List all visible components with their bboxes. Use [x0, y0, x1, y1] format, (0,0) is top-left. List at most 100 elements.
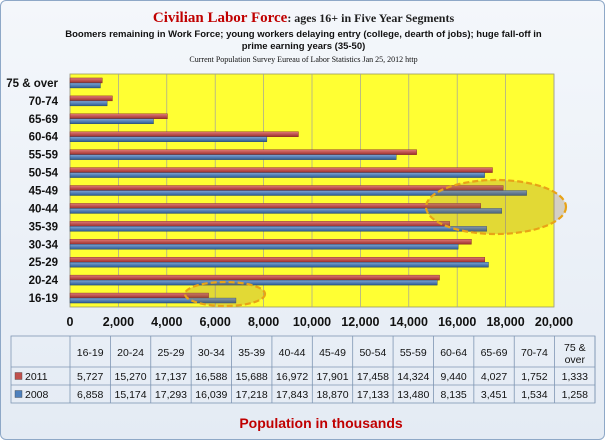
x-tick-label: 16,000 [438, 315, 476, 329]
x-tick-label: 6,000 [200, 315, 231, 329]
bar-2011-65-69 [69, 113, 168, 120]
data-label: 18,870 [316, 389, 348, 401]
chart-title-sub: : ages 16+ in Five Year Segments [287, 11, 455, 25]
data-label: 16,972 [276, 371, 308, 383]
bar-2008-35-39 [69, 226, 487, 232]
data-label: 14,324 [397, 371, 429, 383]
y-tick-label: 55-59 [29, 150, 58, 162]
x-tick-label: 18,000 [486, 315, 524, 329]
y-tick-label: 65-69 [29, 114, 58, 126]
bars [69, 77, 527, 304]
bar-2008-45-49 [69, 190, 527, 196]
table-header-cell: 20-24 [117, 347, 144, 359]
y-tick-label: 70-74 [29, 96, 59, 108]
bar-2008-70-74 [69, 100, 108, 107]
y-tick-label: 20-24 [29, 275, 59, 287]
bar-2011-45-49 [69, 185, 504, 191]
data-label: 3,451 [481, 389, 507, 401]
table-header-cell: 40-44 [279, 347, 306, 359]
data-label: 17,218 [236, 389, 268, 401]
chart-subtitle-line2: prime earning years (35-50) [241, 41, 366, 52]
chart-source: Current Population Survey Eureau of Labo… [189, 55, 418, 64]
data-table: 16-19 20-24 25-29 30-34 35-39 40-44 45-49 50-54… [10, 335, 596, 404]
x-tick-label: 10,000 [293, 315, 331, 329]
bar-2011-20-24 [69, 274, 440, 281]
bar-2011-50-54 [69, 167, 493, 173]
bar-2008-75-over [69, 82, 101, 89]
y-tick-label: 50-54 [29, 168, 59, 180]
data-label: 17,133 [357, 389, 389, 401]
data-label: 1,752 [521, 371, 547, 383]
bar-2011-30-34 [69, 239, 472, 245]
chart-title: Civilian Labor Force: ages 16+ in Five Y… [1, 10, 604, 27]
x-tick-label: 2,000 [103, 315, 134, 329]
table-header-cell: 55-59 [400, 347, 427, 359]
table-header-cell: 35-39 [238, 347, 265, 359]
table-header-cell: 70-74 [521, 347, 548, 359]
table-header-cell: 65-69 [481, 347, 508, 359]
data-label: 5,727 [77, 371, 103, 383]
bar-2008-30-34 [69, 244, 459, 250]
data-label: 4,027 [481, 371, 507, 383]
x-tick-label: 14,000 [390, 315, 428, 329]
y-tick-label: 30-34 [29, 239, 59, 251]
table-header-cell: 25-29 [158, 347, 185, 359]
y-tick-label: 25-29 [29, 257, 58, 269]
data-label: 17,458 [357, 371, 389, 383]
bar-2008-55-59 [69, 154, 397, 160]
x-tick-label: 12,000 [341, 315, 379, 329]
bar-2011-55-59 [69, 149, 417, 155]
data-label: 15,174 [115, 389, 147, 401]
x-axis-title: Population in thousands [239, 415, 403, 431]
y-tick-label: 35-39 [29, 221, 58, 233]
bar-2008-65-69 [69, 118, 154, 125]
chart-subtitle-line1: Boomers remaining in Work Force; young w… [65, 29, 542, 40]
bar-2008-16-19 [69, 297, 237, 304]
data-label: 15,688 [236, 371, 268, 383]
data-label: 1,258 [562, 389, 588, 401]
legend-label-2008: 2008 [25, 389, 49, 401]
data-label: 17,137 [155, 371, 187, 383]
data-label: 9,440 [441, 371, 467, 383]
legend-label-2011: 2011 [25, 371, 48, 383]
data-label: 8,135 [441, 389, 467, 401]
table-header-cell: 75 & [564, 342, 586, 354]
y-axis: 16-19 20-24 25-29 30-34 35-39 40-44 45-49 50-54… [6, 78, 58, 305]
table-header-cell: 60-64 [440, 347, 467, 359]
table-header-cell: 16-19 [77, 347, 104, 359]
highlight-ellipse-16-19 [183, 280, 267, 308]
legend-key-2011 [14, 372, 23, 380]
x-tick-label: 20,000 [535, 315, 573, 329]
x-tick-label: 0 [67, 315, 74, 329]
x-axis: 0 2,000 4,000 6,000 8,000 10,000 12,000 14,000 1… [67, 74, 573, 329]
data-label: 16,039 [195, 389, 227, 401]
y-tick-label: 45-49 [29, 186, 58, 198]
bar-2011-60-64 [69, 131, 299, 137]
table-header-cell: 50-54 [359, 347, 386, 359]
data-label: 1,534 [521, 389, 547, 401]
bar-2011-40-44 [69, 203, 481, 209]
y-tick-label: 75 & over [6, 78, 58, 90]
bar-2011-70-74 [69, 95, 113, 102]
y-tick-label: 40-44 [29, 203, 59, 215]
highlight-ellipse-prime-years [424, 178, 568, 236]
x-tick-label: 4,000 [151, 315, 182, 329]
legend-key-2008 [14, 390, 23, 398]
bar-2011-75-over [69, 77, 103, 84]
bar-2008-50-54 [69, 172, 485, 178]
data-label: 17,901 [316, 371, 348, 383]
data-label: 6,858 [77, 389, 103, 401]
data-label: 16,588 [195, 371, 227, 383]
y-tick-label: 60-64 [29, 132, 59, 144]
bar-2011-35-39 [69, 221, 450, 227]
table-header-cell: 30-34 [198, 347, 225, 359]
bar-2008-20-24 [69, 279, 438, 286]
data-label: 15,270 [115, 371, 147, 383]
data-label: 1,333 [562, 371, 588, 383]
x-tick-label: 8,000 [248, 315, 279, 329]
data-label: 17,293 [155, 389, 187, 401]
table-header-cell: over [565, 354, 586, 366]
bar-2008-25-29 [69, 261, 489, 268]
